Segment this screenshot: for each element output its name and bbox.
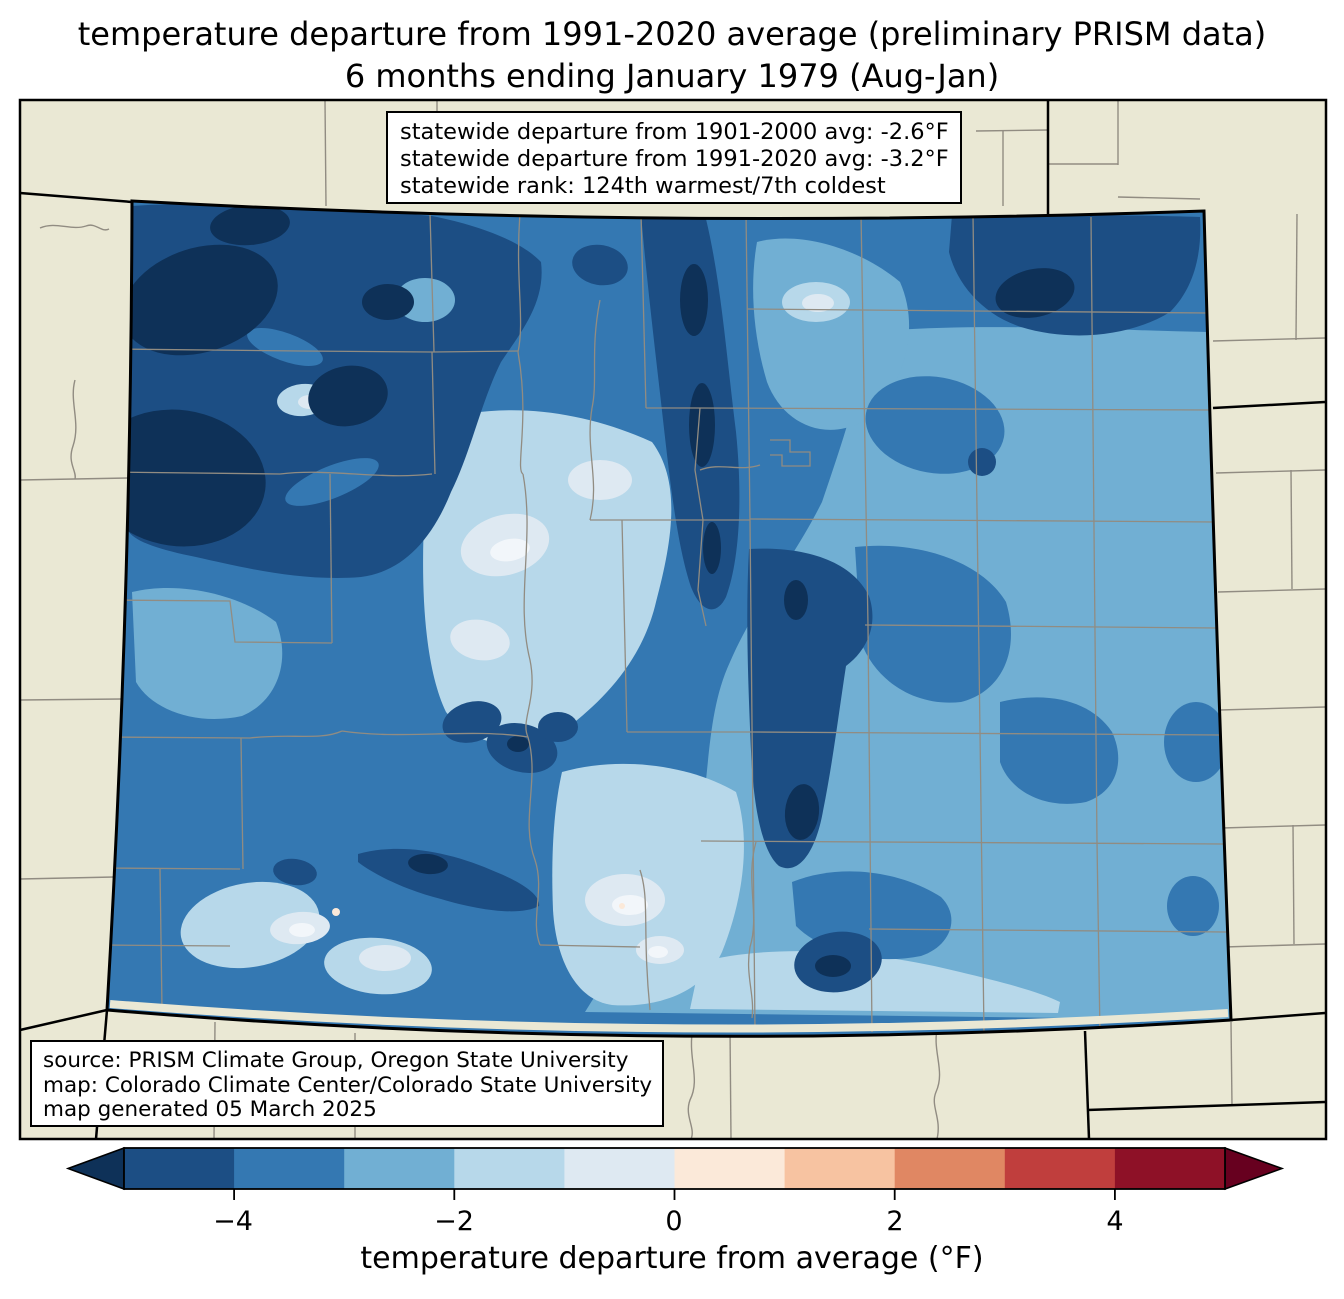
south-border-gap xyxy=(109,1000,1229,1033)
contour-region xyxy=(703,522,721,574)
contour-region xyxy=(648,946,668,958)
contour-region xyxy=(784,580,808,620)
colorado-temperature-field xyxy=(107,201,1231,1037)
contour-region xyxy=(308,365,388,427)
contour-region xyxy=(747,548,873,869)
colorbar-under-arrow xyxy=(65,1146,125,1191)
contour-region xyxy=(362,284,414,320)
colorado-state-border xyxy=(105,199,1233,1038)
colorbar-segment xyxy=(124,1148,235,1189)
contour-region xyxy=(285,458,379,506)
colorbar-segment xyxy=(454,1148,565,1189)
contour-region xyxy=(680,264,708,336)
colorbar-axis-label: temperature departure from average (°F) xyxy=(360,1241,984,1276)
colorbar-segment xyxy=(1004,1148,1116,1189)
contour-region xyxy=(995,268,1075,318)
contour-region xyxy=(180,881,320,969)
contour-region xyxy=(865,376,1005,474)
colorbar-segment xyxy=(894,1148,1006,1189)
contour-region xyxy=(273,858,317,886)
contour-region xyxy=(1167,876,1219,936)
contour-region xyxy=(690,951,1060,1013)
contour-region xyxy=(289,923,315,937)
stats-line-1991-2020: statewide departure from 1991-2020 avg: … xyxy=(400,146,949,172)
colorado-county-lines xyxy=(107,211,1227,1036)
neighbor-state-borders xyxy=(19,100,1326,1140)
contour-region xyxy=(450,619,510,661)
contour-region xyxy=(968,448,996,476)
contour-region xyxy=(247,328,323,366)
contour-region xyxy=(619,903,625,909)
contour-region xyxy=(1000,697,1119,804)
colorbar-tick-4: 4 xyxy=(1106,1206,1124,1237)
contour-region xyxy=(1164,702,1228,782)
contour-region xyxy=(855,545,1011,703)
contour-region xyxy=(442,701,502,743)
contour-region xyxy=(358,848,540,912)
chart-title-line2: 6 months ending January 1979 (Aug-Jan) xyxy=(344,57,1000,95)
contour-region xyxy=(689,383,715,467)
stats-line-1901-2000: statewide departure from 1901-2000 avg: … xyxy=(400,119,949,145)
contour-region xyxy=(132,587,283,719)
contour-region xyxy=(122,244,278,356)
contour-region xyxy=(538,712,578,742)
colorbar-segment xyxy=(1114,1148,1226,1189)
source-box: source: PRISM Climate Group, Oregon Stat… xyxy=(30,1040,664,1127)
colorbar-tick-marks xyxy=(233,1189,1116,1200)
contour-region xyxy=(815,955,851,977)
colorbar xyxy=(65,1146,1285,1200)
colorbar-segment xyxy=(564,1148,676,1189)
colorbar-over-arrow xyxy=(1224,1146,1285,1191)
contour-region xyxy=(802,294,834,312)
colorbar-tick-0: 0 xyxy=(665,1206,683,1237)
colorbar-segment xyxy=(784,1148,896,1189)
contour-region xyxy=(408,438,456,502)
contour-region xyxy=(210,204,290,246)
chart-title-line1: temperature departure from 1991-2020 ave… xyxy=(77,15,1267,53)
contour-region xyxy=(568,460,632,500)
source-line: source: PRISM Climate Group, Oregon Stat… xyxy=(43,1048,629,1073)
colorbar-segments xyxy=(124,1148,1226,1189)
colorbar-tick-neg4: −4 xyxy=(213,1206,253,1237)
stats-line-rank: statewide rank: 124th warmest/7th coldes… xyxy=(400,173,886,199)
contour-region xyxy=(107,409,266,547)
contour-region xyxy=(612,895,648,915)
contour-region xyxy=(507,736,529,752)
colorbar-segment xyxy=(344,1148,455,1189)
contour-region xyxy=(332,908,340,916)
colorbar-tick-2: 2 xyxy=(886,1206,904,1237)
contour-region xyxy=(408,853,448,875)
contour-region xyxy=(359,945,411,971)
map-credit-line: map: Colorado Climate Center/Colorado St… xyxy=(43,1072,653,1098)
contour-region xyxy=(490,538,530,562)
map-frame xyxy=(18,98,1328,1141)
colorbar-tick-neg2: −2 xyxy=(434,1206,474,1237)
colorbar-segment xyxy=(674,1148,786,1189)
colorbar-segment xyxy=(234,1148,345,1189)
generated-date-line: map generated 05 March 2025 xyxy=(43,1097,377,1122)
statewide-stats-box: statewide departure from 1901-2000 avg: … xyxy=(386,111,962,204)
contour-region xyxy=(572,244,628,286)
contour-region xyxy=(753,238,910,430)
contour-region xyxy=(784,784,820,840)
